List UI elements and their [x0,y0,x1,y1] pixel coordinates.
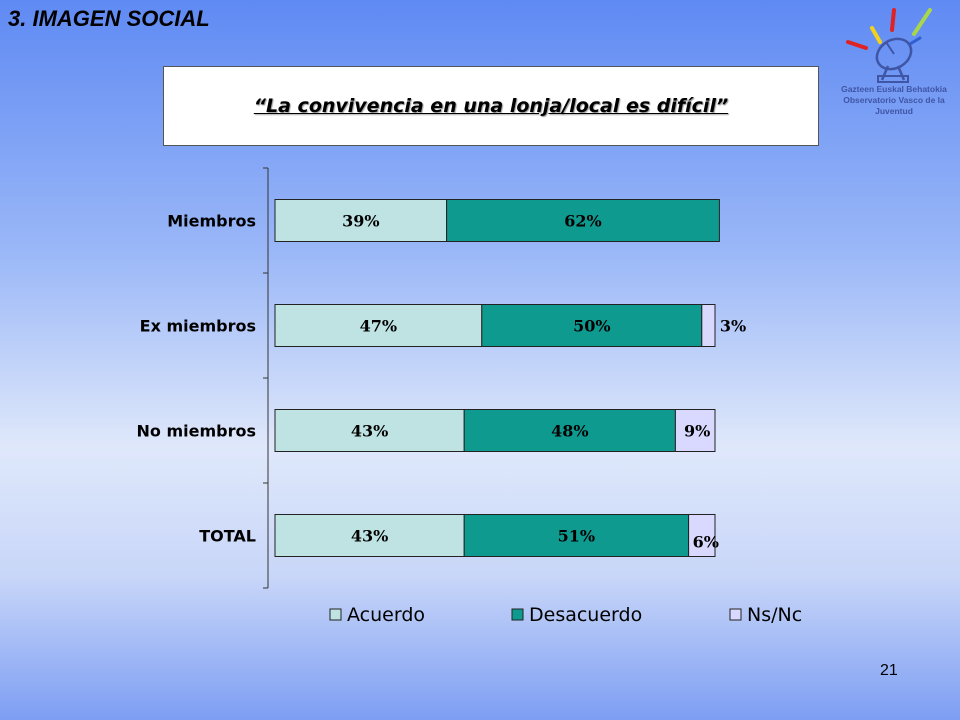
bar-segment-desacuerdo [463,409,676,452]
data-label: 47% [360,317,397,336]
satellite-dish-logo-icon [846,8,932,83]
page-number: 21 [880,662,898,679]
category-label: Miembros [167,212,256,231]
data-label: 51% [558,527,595,546]
data-label: 62% [564,212,601,231]
legend-label: Desacuerdo [529,604,642,626]
bar-segment-acuerdo [274,514,465,557]
logo-line-1: Gazteen Euskal Behatokia [841,84,947,94]
bar-segment-nsnc [688,514,716,557]
legend-swatch [511,608,524,621]
legend-swatch [329,608,342,621]
data-label: 6% [693,533,719,552]
data-label: 9% [684,422,710,441]
data-label: 43% [351,422,388,441]
section-title: 3. IMAGEN SOCIAL [8,6,210,31]
logo-line-2: Observatorio Vasco de la Juventud [843,95,945,116]
bar-segment-desacuerdo [446,199,720,242]
data-label: 39% [342,212,379,231]
data-label: 50% [573,317,610,336]
category-label: Ex miembros [140,317,256,336]
category-label: TOTAL [199,527,256,546]
data-label: 43% [351,527,388,546]
bar-segment-acuerdo [274,199,448,242]
data-label: 3% [720,317,746,336]
category-label: No miembros [137,422,257,441]
chart-title-box: “La convivencia en una lonja/local es di… [163,66,819,146]
bar-segment-desacuerdo [481,304,703,347]
data-label: 48% [551,422,588,441]
legend-label: Ns/Nc [747,604,802,626]
chart-title: “La convivencia en una lonja/local es di… [253,95,729,117]
logo-text: Gazteen Euskal Behatokia Observatorio Va… [828,84,960,117]
bar-segment-nsnc [701,304,716,347]
legend-label: Acuerdo [347,604,425,626]
bar-segment-nsnc [674,409,716,452]
legend-swatch [729,608,742,621]
